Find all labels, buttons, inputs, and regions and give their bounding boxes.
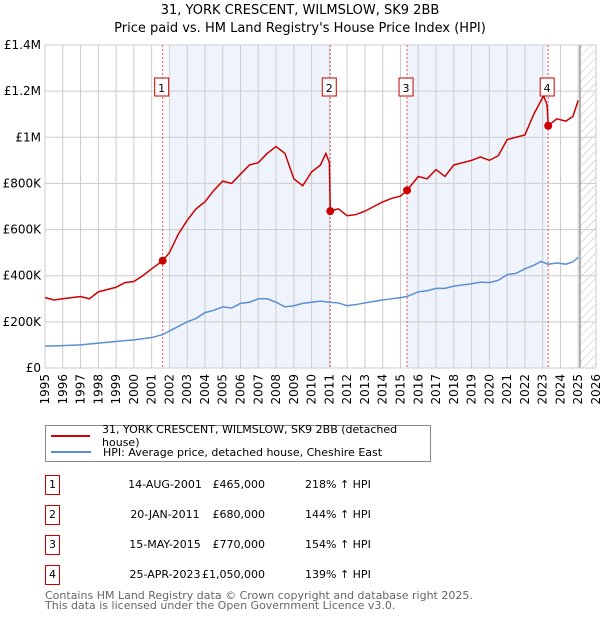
sale-label-box: [398, 77, 414, 97]
sale-price: £1,050,000: [202, 568, 265, 581]
sale-label: 3: [403, 82, 410, 95]
chart-title: 31, YORK CRESCENT, WILMSLOW, SK9 2BB: [160, 3, 440, 18]
sale-hpi: 218% ↑ HPI: [305, 478, 371, 491]
sale-label-box: [321, 77, 337, 97]
x-tick-label: 2004: [198, 374, 212, 405]
x-tick-label: 1995: [38, 374, 52, 405]
y-tick-label: £0: [26, 361, 41, 375]
sale-point: [544, 121, 553, 130]
sale-point: [403, 186, 412, 195]
sale-marker-label: 4: [45, 565, 60, 585]
x-tick-label: 2025: [571, 374, 585, 405]
x-tick-label: 2008: [269, 374, 283, 405]
sale-hpi: 139% ↑ HPI: [305, 568, 371, 581]
legend-label-hpi: HPI: Average price, detached house, Ches…: [103, 445, 383, 459]
sale-row: 4 25-APR-2023 £1,050,000 139% ↑ HPI: [45, 565, 445, 585]
x-tick-label: 1997: [74, 374, 88, 405]
x-tick-label: 1998: [91, 374, 105, 405]
sale-date: 20-JAN-2011: [130, 508, 200, 521]
x-tick-label: 2014: [376, 374, 390, 405]
sale-date: 14-AUG-2001: [128, 478, 202, 491]
x-tick-label: 2006: [234, 374, 248, 405]
sale-price: £680,000: [212, 508, 266, 521]
sale-price: £770,000: [212, 538, 266, 551]
y-tick-label: £600K: [3, 223, 43, 237]
sale-marker-label: 2: [45, 505, 60, 525]
x-tick-label: 2026: [589, 374, 600, 405]
x-tick-label: 2023: [536, 374, 550, 405]
x-tick-label: 2020: [482, 374, 496, 405]
sale-row: 1 14-AUG-2001 £465,000 218% ↑ HPI: [45, 475, 445, 495]
y-tick-label: £200K: [3, 315, 43, 329]
x-tick-label: 2013: [358, 374, 372, 405]
x-tick-label: 2003: [180, 374, 194, 405]
y-tick-label: £400K: [3, 269, 43, 283]
x-tick-label: 1999: [109, 374, 123, 405]
shaded-period: [169, 45, 331, 368]
x-tick-label: 2015: [393, 374, 407, 405]
x-tick-label: 2005: [216, 374, 230, 405]
x-tick-label: 2017: [429, 374, 443, 405]
sale-hpi: 144% ↑ HPI: [305, 508, 371, 521]
y-tick-label: £1.2M: [4, 84, 41, 98]
y-tick-label: £800K: [3, 176, 43, 190]
sale-hpi: 154% ↑ HPI: [305, 538, 371, 551]
legend-label-property: 31, YORK CRESCENT, WILMSLOW, SK9 2BB (de…: [102, 423, 398, 449]
x-tick-label: 2000: [127, 374, 141, 405]
sale-label: 1: [158, 82, 165, 95]
sale-label: 4: [544, 82, 551, 95]
sale-date: 25-APR-2023: [129, 568, 201, 581]
x-tick-label: 2007: [251, 374, 265, 405]
x-tick-label: 2002: [162, 374, 176, 405]
footer-licence: This data is licensed under the Open Gov…: [45, 599, 396, 612]
legend-swatch-property: [51, 435, 91, 437]
plot-frame: [44, 44, 597, 369]
legend-swatch-hpi: [51, 451, 91, 453]
sale-row: 2 20-JAN-2011 £680,000 144% ↑ HPI: [45, 505, 445, 525]
x-tick-label: 2021: [500, 374, 514, 405]
y-tick-label: £1M: [15, 130, 41, 144]
sale-label: 2: [326, 82, 333, 95]
sale-marker-label: 3: [45, 535, 60, 555]
sale-marker-label: 1: [45, 475, 60, 495]
shaded-period: [407, 45, 549, 368]
price-chart: 1995 1996 1997 1998 1999 2000 2001 2002 2003 2004…: [3, 38, 600, 405]
x-tick-label: 2022: [518, 374, 532, 405]
sale-label-box: [539, 77, 555, 97]
sale-date: 15-MAY-2015: [129, 538, 201, 551]
x-tick-label: 2018: [447, 374, 461, 405]
property-price-line: [44, 93, 579, 301]
sale-row: 3 15-MAY-2015 £770,000 154% ↑ HPI: [45, 535, 445, 555]
footer-copyright: Contains HM Land Registry data © Crown c…: [45, 589, 473, 602]
y-tick-label: £1.4M: [4, 38, 41, 52]
x-tick-label: 2024: [553, 374, 567, 405]
x-tick-label: 2009: [287, 374, 301, 405]
x-tick-label: 2010: [305, 374, 319, 405]
x-tick-label: 2012: [340, 374, 354, 405]
x-tick-label: 1996: [56, 374, 70, 405]
x-tick-label: 2016: [411, 374, 425, 405]
x-tick-label: 2019: [465, 374, 479, 405]
sale-point: [326, 207, 335, 216]
sale-point: [158, 256, 167, 265]
sale-label-box: [154, 77, 170, 97]
hpi-line: [44, 256, 579, 347]
x-tick-label: 2011: [322, 374, 336, 405]
sale-price: £465,000: [212, 478, 266, 491]
chart-subtitle: Price paid vs. HM Land Registry's House …: [114, 21, 486, 36]
legend: 31, YORK CRESCENT, WILMSLOW, SK9 2BB (de…: [45, 423, 431, 462]
x-tick-label: 2001: [145, 374, 159, 405]
future-hatch: [580, 45, 596, 368]
